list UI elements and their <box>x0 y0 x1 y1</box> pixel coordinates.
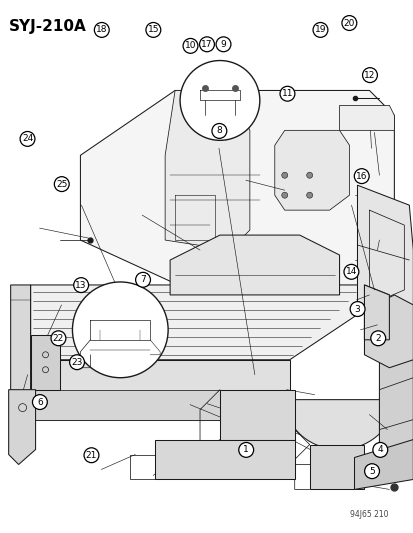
Text: 9: 9 <box>220 40 226 49</box>
Circle shape <box>362 68 377 83</box>
Text: 23: 23 <box>71 358 83 367</box>
Polygon shape <box>378 345 412 470</box>
Circle shape <box>364 464 379 479</box>
Circle shape <box>84 448 99 463</box>
Circle shape <box>370 331 385 346</box>
Circle shape <box>312 22 327 37</box>
Text: 25: 25 <box>56 180 67 189</box>
Circle shape <box>343 264 358 279</box>
Text: SYJ-210A: SYJ-210A <box>9 19 86 34</box>
Polygon shape <box>363 285 389 340</box>
Text: 11: 11 <box>281 89 292 98</box>
Text: 13: 13 <box>75 280 87 289</box>
Polygon shape <box>309 445 363 489</box>
Polygon shape <box>354 440 412 489</box>
Text: 20: 20 <box>343 19 354 28</box>
Polygon shape <box>339 106 394 131</box>
Text: 8: 8 <box>216 126 222 135</box>
Polygon shape <box>363 285 389 340</box>
Polygon shape <box>11 285 31 419</box>
Polygon shape <box>31 335 60 390</box>
Circle shape <box>341 15 356 30</box>
Polygon shape <box>274 131 349 210</box>
Text: 10: 10 <box>184 42 196 51</box>
Polygon shape <box>31 285 363 360</box>
Circle shape <box>281 172 287 178</box>
Circle shape <box>279 86 294 101</box>
Polygon shape <box>284 400 394 449</box>
Text: 14: 14 <box>345 268 356 276</box>
Polygon shape <box>31 390 289 419</box>
Text: 22: 22 <box>53 334 64 343</box>
Polygon shape <box>363 295 412 368</box>
Circle shape <box>180 61 259 140</box>
Circle shape <box>354 168 368 183</box>
Circle shape <box>135 272 150 287</box>
Polygon shape <box>165 91 249 250</box>
Circle shape <box>183 38 197 53</box>
Polygon shape <box>219 390 294 440</box>
Circle shape <box>306 172 312 178</box>
Text: 12: 12 <box>363 70 375 79</box>
Circle shape <box>72 282 168 378</box>
Polygon shape <box>31 360 289 419</box>
Text: 4: 4 <box>377 446 382 455</box>
Circle shape <box>372 442 387 457</box>
Circle shape <box>281 192 287 198</box>
Circle shape <box>211 124 226 139</box>
Text: 1: 1 <box>243 446 249 455</box>
Circle shape <box>145 22 160 37</box>
Polygon shape <box>80 91 394 295</box>
Circle shape <box>69 355 84 369</box>
Circle shape <box>32 394 47 409</box>
Text: 18: 18 <box>96 26 107 35</box>
Text: 5: 5 <box>368 467 374 475</box>
Text: 24: 24 <box>22 134 33 143</box>
Circle shape <box>20 132 35 147</box>
Text: 7: 7 <box>140 275 145 284</box>
Polygon shape <box>155 440 294 480</box>
Circle shape <box>54 176 69 191</box>
Text: 3: 3 <box>354 304 360 313</box>
Polygon shape <box>357 185 412 325</box>
Text: 94J65 210: 94J65 210 <box>349 510 387 519</box>
Circle shape <box>349 302 364 317</box>
Polygon shape <box>170 235 339 295</box>
Circle shape <box>199 37 214 52</box>
Text: 15: 15 <box>147 26 159 35</box>
Circle shape <box>216 37 230 52</box>
Circle shape <box>238 442 253 457</box>
Circle shape <box>306 192 312 198</box>
Polygon shape <box>9 390 36 464</box>
Text: 17: 17 <box>201 40 212 49</box>
Circle shape <box>94 22 109 37</box>
Circle shape <box>74 278 88 293</box>
Text: 2: 2 <box>375 334 380 343</box>
Text: 19: 19 <box>314 26 325 35</box>
Text: 21: 21 <box>85 451 97 460</box>
Text: 6: 6 <box>37 398 43 407</box>
Circle shape <box>51 331 66 346</box>
Text: 16: 16 <box>355 172 367 181</box>
